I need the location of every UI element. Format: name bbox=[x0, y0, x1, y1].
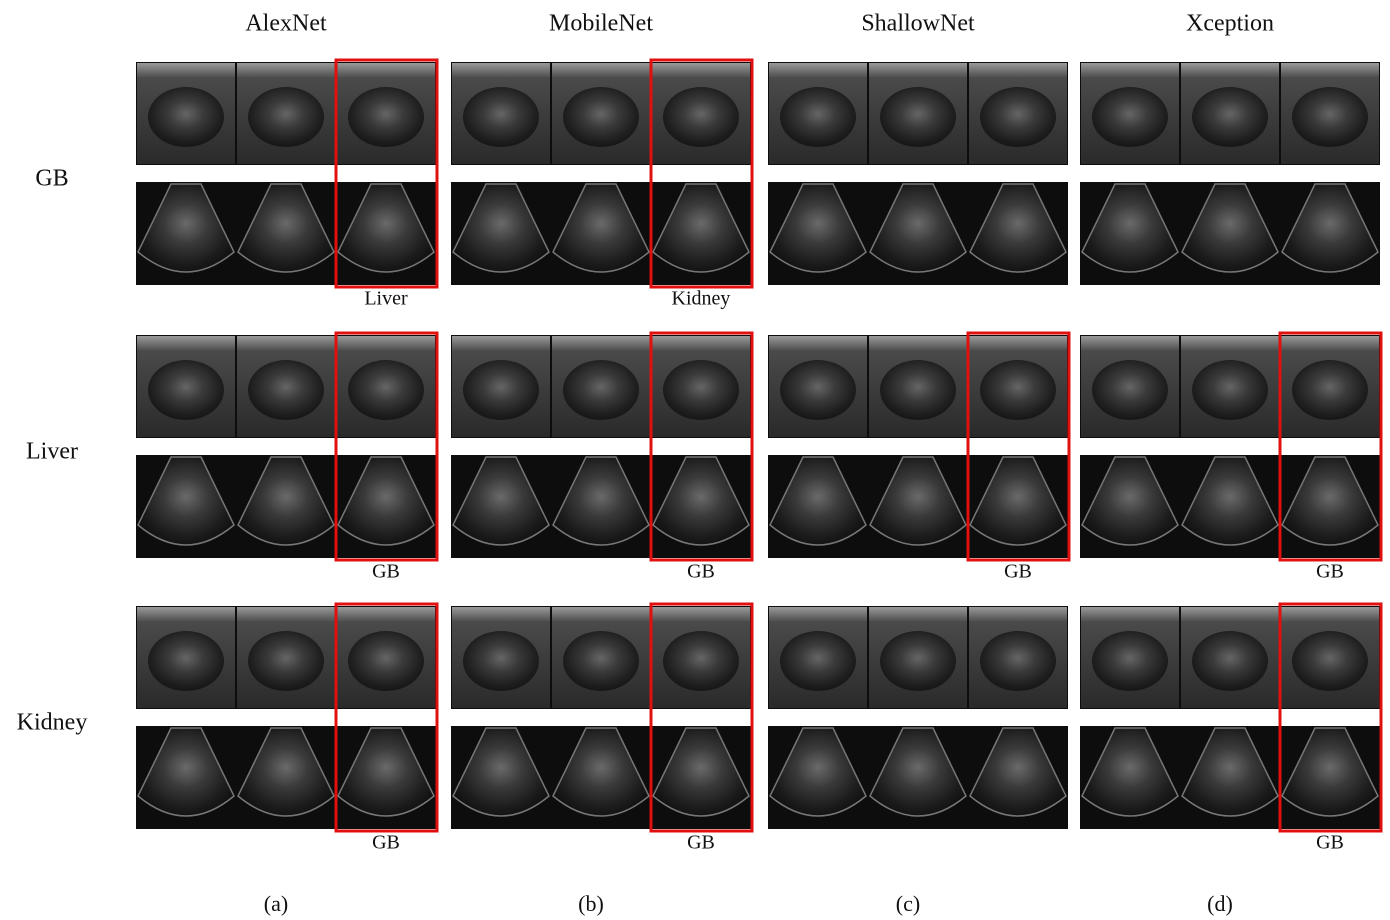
panel-label: (d) bbox=[1207, 891, 1233, 916]
figure: GB Liver Kidney AlexNet (a) Liver GB GB MobileNe… bbox=[0, 0, 1390, 920]
predicted-label: GB bbox=[372, 561, 400, 583]
ultrasound-organ bbox=[1192, 631, 1268, 691]
predicted-label: Kidney bbox=[672, 288, 731, 310]
ultrasound-organ bbox=[780, 631, 856, 691]
column-title: Xception bbox=[1186, 11, 1274, 37]
predicted-label: GB bbox=[1316, 832, 1344, 854]
ultrasound-organ bbox=[148, 360, 224, 420]
ultrasound-organ bbox=[148, 631, 224, 691]
predicted-label: GB bbox=[372, 832, 400, 854]
ultrasound-organ bbox=[563, 360, 639, 420]
panel-label: (b) bbox=[578, 891, 604, 916]
ultrasound-organ bbox=[663, 631, 739, 691]
ultrasound-organ bbox=[1292, 360, 1368, 420]
predicted-label: GB bbox=[687, 832, 715, 854]
ultrasound-organ bbox=[463, 360, 539, 420]
ultrasound-organ bbox=[780, 87, 856, 147]
ultrasound-organ bbox=[463, 631, 539, 691]
ultrasound-organ bbox=[880, 87, 956, 147]
ultrasound-organ bbox=[348, 360, 424, 420]
ultrasound-organ bbox=[463, 87, 539, 147]
ultrasound-organ bbox=[1092, 631, 1168, 691]
ultrasound-organ bbox=[663, 87, 739, 147]
ultrasound-organ bbox=[1092, 87, 1168, 147]
ultrasound-organ bbox=[1092, 360, 1168, 420]
predicted-label: GB bbox=[1004, 561, 1032, 583]
ultrasound-organ bbox=[880, 360, 956, 420]
ultrasound-organ bbox=[248, 87, 324, 147]
ultrasound-organ bbox=[1292, 631, 1368, 691]
column-title: AlexNet bbox=[245, 11, 327, 37]
ultrasound-organ bbox=[348, 87, 424, 147]
ultrasound-organ bbox=[248, 360, 324, 420]
ultrasound-organ bbox=[248, 631, 324, 691]
ultrasound-organ bbox=[980, 360, 1056, 420]
row-label: GB bbox=[35, 166, 68, 192]
ultrasound-organ bbox=[663, 360, 739, 420]
panel-label: (c) bbox=[896, 891, 920, 916]
ultrasound-organ bbox=[348, 631, 424, 691]
column-title: ShallowNet bbox=[861, 11, 975, 37]
predicted-label: GB bbox=[1316, 561, 1344, 583]
row-label: Kidney bbox=[17, 710, 88, 736]
ultrasound-organ bbox=[563, 87, 639, 147]
ultrasound-organ bbox=[980, 87, 1056, 147]
ultrasound-organ bbox=[148, 87, 224, 147]
ultrasound-organ bbox=[563, 631, 639, 691]
predicted-label: Liver bbox=[364, 288, 408, 310]
row-label: Liver bbox=[26, 439, 78, 465]
ultrasound-organ bbox=[980, 631, 1056, 691]
ultrasound-organ bbox=[880, 631, 956, 691]
predicted-label: GB bbox=[687, 561, 715, 583]
ultrasound-organ bbox=[780, 360, 856, 420]
panel-label: (a) bbox=[264, 891, 288, 916]
column-title: MobileNet bbox=[549, 11, 653, 37]
ultrasound-organ bbox=[1192, 87, 1268, 147]
ultrasound-organ bbox=[1192, 360, 1268, 420]
ultrasound-organ bbox=[1292, 87, 1368, 147]
